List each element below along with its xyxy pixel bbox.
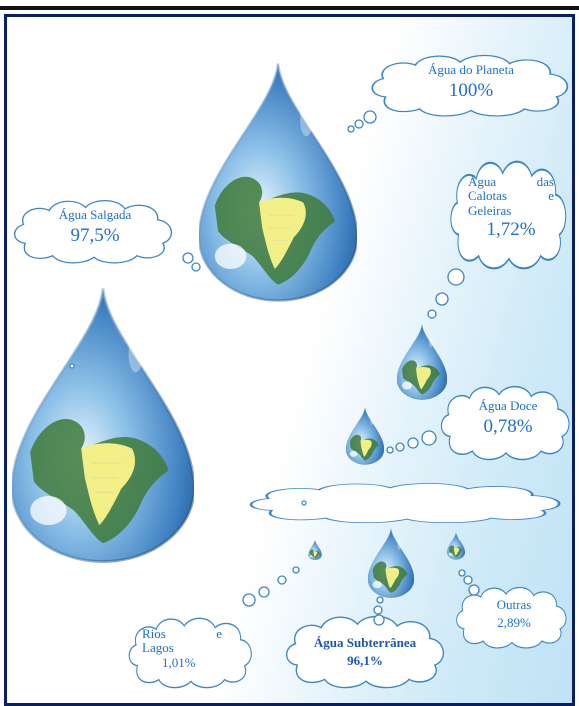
doce-value: 0,78% (483, 416, 533, 438)
planet-drop-icon (199, 61, 357, 303)
node-planeta: Água do Planeta 100% (396, 62, 546, 102)
connector-bubbles (69, 110, 480, 626)
rios-value: 1,01% (162, 654, 196, 670)
node-doce: Água Doce 0,78% (456, 398, 560, 438)
outras-value: 2,89% (497, 615, 531, 631)
node-salgada: Água Salgada 97,5% (30, 207, 160, 247)
node-calotas: Água das Calotas e Geleiras 1,72% (468, 174, 554, 241)
rivers-drop-icon (308, 540, 322, 560)
node-outras: Outras 2,89% (478, 597, 550, 631)
planeta-name: Água do Planeta (428, 62, 514, 77)
fresh-water-drop-icon (346, 407, 384, 465)
top-rule (0, 6, 579, 10)
calotas-name-line3: Geleiras (468, 202, 512, 218)
ice-caps-drop-icon (397, 324, 447, 400)
rios-name-line1: Rios e (142, 626, 222, 641)
doce-name: Água Doce (478, 398, 538, 413)
calotas-name-line2: Calotas e (468, 188, 554, 204)
salt-water-drop-icon (12, 287, 194, 563)
groundwater-drop-icon (368, 528, 414, 598)
salgada-value: 97,5% (70, 225, 120, 247)
other-drop-icon (447, 532, 465, 560)
salgada-name: Água Salgada (58, 207, 132, 222)
subterranea-name: Água Subterrânea (313, 635, 417, 650)
calotas-value: 1,72% (486, 218, 536, 240)
subterranea-value: 96,1% (347, 653, 383, 669)
calotas-name-line1: Água das (468, 174, 554, 189)
planeta-value: 100% (448, 80, 494, 102)
outras-name: Outras (496, 597, 532, 612)
node-subterranea: Água Subterrânea 96,1% (296, 635, 434, 669)
cloud-empty (249, 482, 561, 524)
rios-name-line2: Lagos (142, 640, 174, 656)
node-rios: Rios e Lagos 1,01% (142, 626, 222, 670)
